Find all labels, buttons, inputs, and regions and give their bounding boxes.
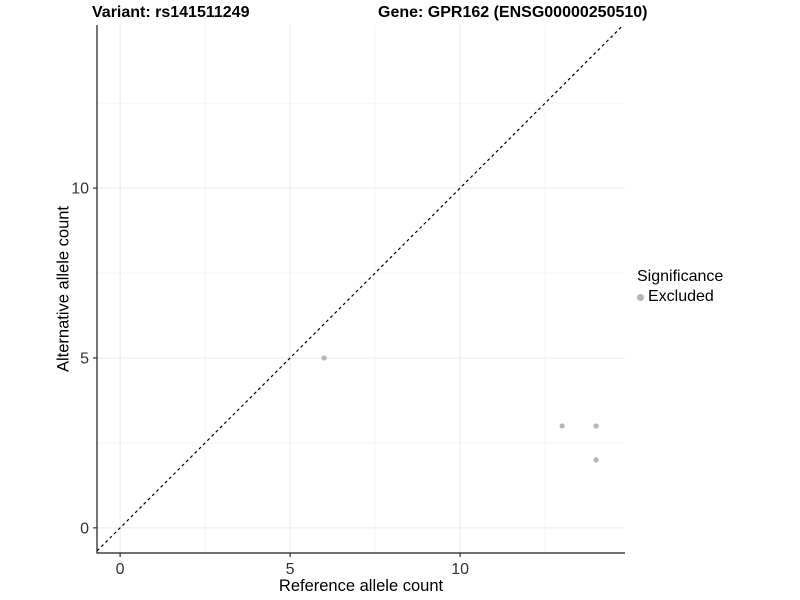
data-point [593,457,599,463]
x-tick-label: 0 [116,561,125,578]
x-axis-title: Reference allele count [278,577,444,595]
y-tick-label: 10 [71,181,89,198]
x-tick-label: 5 [286,561,295,578]
legend-entry: Excluded [637,288,723,306]
x-tick-label: 10 [451,561,469,578]
data-point [559,423,565,429]
y-tick-label: 5 [80,350,89,367]
plot-title-variant: Variant: rs141511249 [92,4,250,21]
y-tick-label: 0 [80,520,89,537]
data-point [321,355,327,361]
legend-entry-label: Excluded [648,288,714,305]
plot-title-gene: Gene: GPR162 (ENSG00000250510) [378,4,648,21]
legend-title: Significance [637,268,724,285]
legend-swatch-icon [637,293,644,301]
identity-line [96,24,624,552]
y-axis-title: Alternative allele count [54,205,73,373]
legend: Significance Excluded [637,268,723,306]
data-point [593,423,599,429]
